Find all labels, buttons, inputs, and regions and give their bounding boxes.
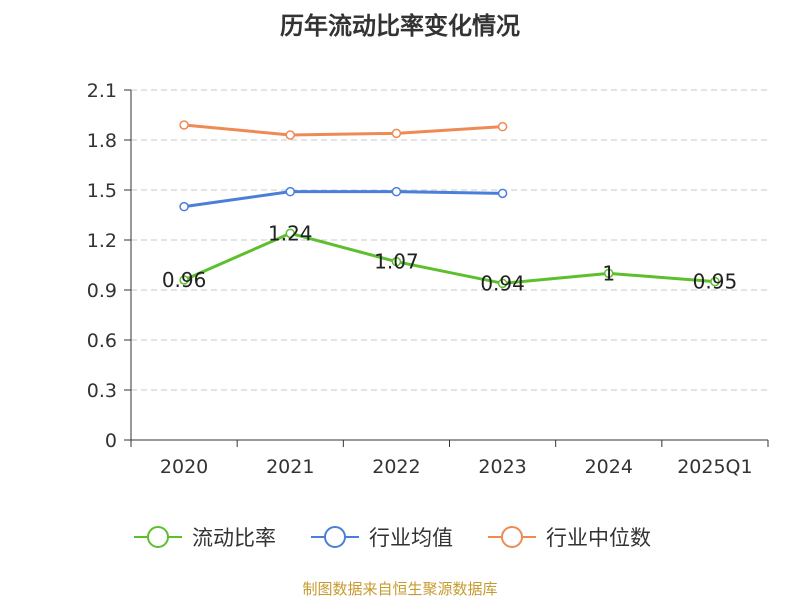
y-tick-label: 1.5 bbox=[87, 180, 117, 202]
legend-marker bbox=[324, 526, 346, 548]
data-label: 1.07 bbox=[374, 250, 419, 274]
axes bbox=[130, 90, 768, 441]
y-tick-label: 0.3 bbox=[87, 380, 117, 402]
legend-marker bbox=[501, 526, 523, 548]
series-line bbox=[183, 190, 503, 209]
data-point bbox=[179, 120, 189, 130]
legend-marker bbox=[147, 526, 169, 548]
series-line bbox=[183, 123, 503, 137]
data-point bbox=[179, 275, 189, 285]
data-label: 1.24 bbox=[268, 221, 313, 245]
legend: 流动比率 行业均值 行业中位数 bbox=[134, 526, 651, 550]
y-tick-label: 2.1 bbox=[87, 80, 117, 102]
x-tick-label: 2025Q1 bbox=[677, 456, 752, 478]
data-point bbox=[497, 188, 508, 199]
data-point bbox=[285, 186, 295, 197]
data-point bbox=[604, 268, 614, 279]
data-labels: 0.96 1.24 1.07 0.94 1 0.95 bbox=[162, 221, 737, 295]
y-tick-labels: 0 0.3 0.6 0.9 1.2 1.5 1.8 2.1 bbox=[87, 80, 131, 452]
data-point bbox=[285, 228, 295, 239]
x-tick-label: 2024 bbox=[585, 456, 633, 478]
data-label: 1 bbox=[602, 261, 615, 285]
data-label: 0.96 bbox=[162, 268, 207, 292]
source-note: 制图数据来自恒生聚源数据库 bbox=[302, 580, 498, 598]
x-tick-label: 2021 bbox=[266, 456, 314, 478]
legend-label: 行业中位数 bbox=[546, 526, 651, 550]
data-point bbox=[391, 256, 402, 267]
x-tick-label: 2022 bbox=[372, 456, 420, 478]
legend-label: 行业均值 bbox=[369, 526, 453, 550]
y-tick-label: 1.8 bbox=[87, 130, 117, 152]
x-tick-label: 2020 bbox=[160, 456, 208, 478]
x-tick-labels: 2020 2021 2022 2023 2024 2025Q1 bbox=[130, 440, 769, 478]
grid-lines bbox=[131, 89, 768, 391]
x-tick-label: 2023 bbox=[478, 456, 526, 478]
y-tick-label: 0 bbox=[105, 430, 117, 452]
data-point bbox=[285, 130, 295, 140]
data-label: 0.94 bbox=[480, 271, 525, 295]
y-tick-label: 1.2 bbox=[87, 230, 117, 252]
data-point bbox=[179, 201, 189, 212]
data-point bbox=[710, 276, 720, 287]
data-point bbox=[497, 278, 508, 289]
data-label: 0.95 bbox=[693, 270, 738, 294]
y-tick-label: 0.9 bbox=[87, 280, 117, 302]
data-point bbox=[391, 128, 402, 139]
data-point bbox=[497, 121, 508, 132]
series-lines bbox=[179, 120, 720, 289]
data-point bbox=[391, 186, 402, 197]
chart-title: 历年流动比率变化情况 bbox=[280, 12, 520, 40]
series-line bbox=[183, 231, 716, 285]
legend-label: 流动比率 bbox=[192, 526, 276, 550]
y-tick-label: 0.6 bbox=[87, 330, 117, 352]
